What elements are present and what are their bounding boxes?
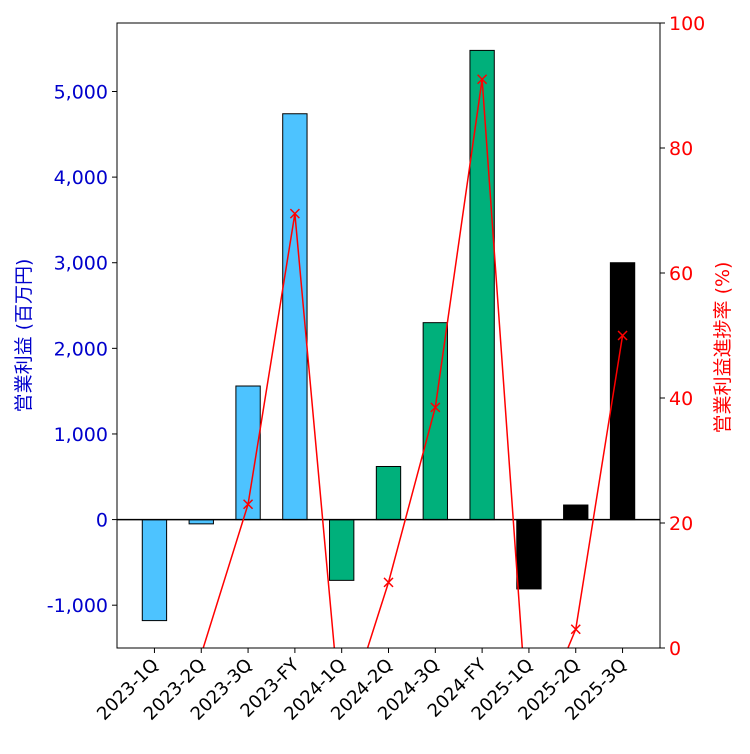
right-tick-label: 20 xyxy=(669,513,693,535)
y2-axis-label: 営業利益進捗率 (%) xyxy=(712,262,734,434)
left-tick-label: 2,000 xyxy=(54,338,108,360)
right-tick-label: 100 xyxy=(669,13,705,35)
right-tick-label: 40 xyxy=(669,388,693,410)
right-tick-label: 60 xyxy=(669,263,693,285)
bar-2024-1Q xyxy=(329,519,355,581)
plot-frame xyxy=(116,22,661,649)
y-axis-label: 営業利益 (百万円) xyxy=(13,259,35,413)
left-tick-label: 4,000 xyxy=(54,167,108,189)
progress-marker-2025-2Q xyxy=(570,624,581,635)
progress-marker-2023-FY xyxy=(289,208,300,219)
left-tick-label: 1,000 xyxy=(54,424,108,446)
bar-2025-1Q xyxy=(516,519,542,590)
right-axis: 0 20 40 60 80 100 xyxy=(660,13,705,660)
progress-marker-2024-FY xyxy=(477,74,488,85)
bar-2023-FY xyxy=(282,113,308,521)
progress-marker-2023-3Q xyxy=(243,499,254,510)
progress-marker-2024-3Q xyxy=(430,402,441,413)
left-tick-label: 0 xyxy=(96,510,108,532)
progress-marker-2025-3Q xyxy=(617,330,628,341)
bars-layer xyxy=(141,49,636,622)
bar-2024-FY xyxy=(469,49,495,521)
left-tick-label: 3,000 xyxy=(54,253,108,275)
bar-2025-2Q xyxy=(563,504,589,521)
x-axis: 2023-1Q2023-2Q2023-3Q2023-FY2024-1Q2024-… xyxy=(93,648,631,725)
progress-line-layer xyxy=(202,74,628,648)
progress-marker-2024-2Q xyxy=(383,577,394,588)
left-axis: -1,000 0 1,000 2,000 3,000 4,000 5,000 xyxy=(47,81,117,617)
left-tick-label: -1,000 xyxy=(47,595,108,617)
left-tick-label: 5,000 xyxy=(54,81,108,103)
bar-2025-3Q xyxy=(609,262,636,521)
right-tick-label: 0 xyxy=(669,638,681,660)
bar-2023-1Q xyxy=(141,519,168,622)
bar-2024-2Q xyxy=(375,465,402,521)
right-tick-label: 80 xyxy=(669,138,693,160)
